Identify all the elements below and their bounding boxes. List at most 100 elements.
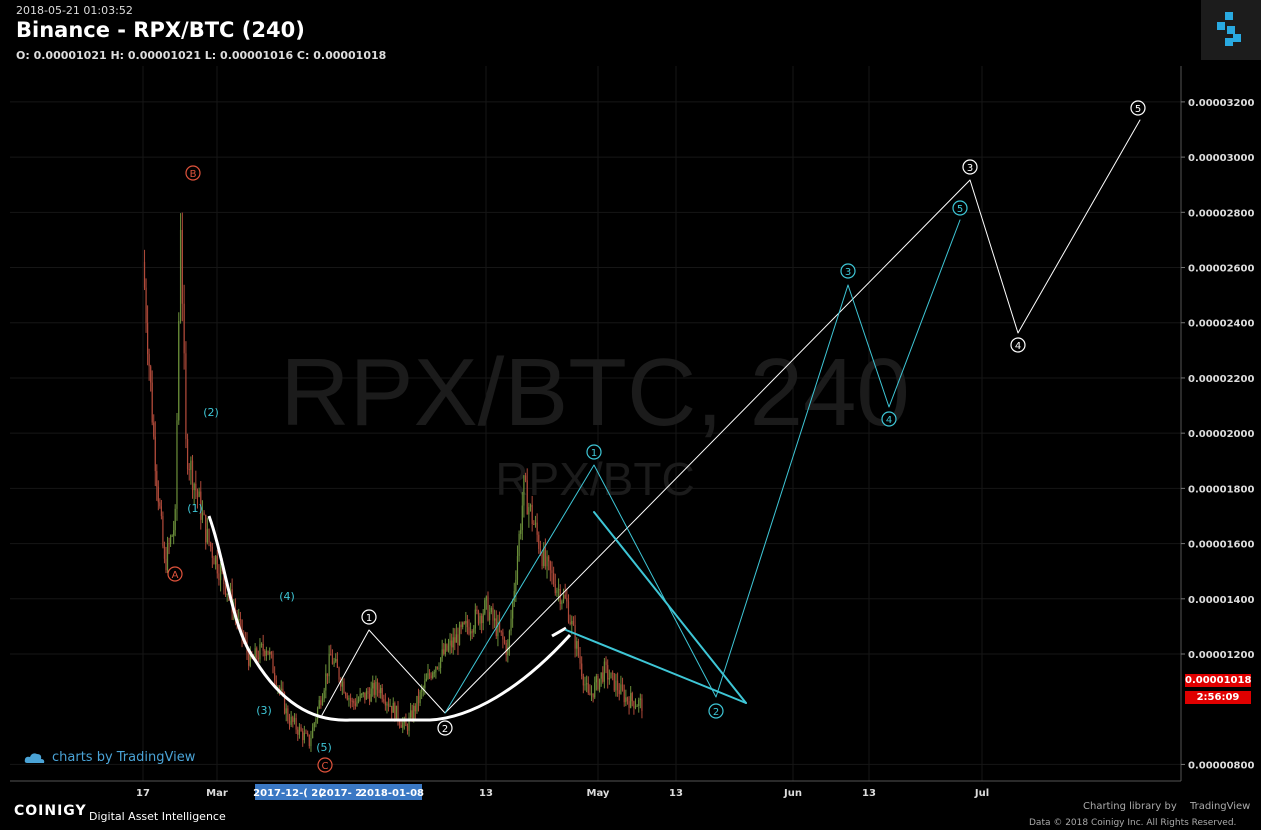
candle-body bbox=[326, 673, 329, 677]
candle-body bbox=[419, 691, 421, 704]
candle-body bbox=[534, 522, 537, 525]
candle-body bbox=[548, 556, 550, 562]
candle-body bbox=[145, 287, 147, 323]
candle-body bbox=[410, 710, 412, 718]
candle-body bbox=[335, 659, 337, 662]
price-tick-label: 0.00001400 bbox=[1188, 595, 1254, 606]
candle-body bbox=[523, 475, 525, 506]
candle-body bbox=[372, 682, 374, 689]
candle-body bbox=[507, 647, 509, 656]
candle-body bbox=[471, 631, 473, 633]
price-tick-label: 0.00002600 bbox=[1188, 264, 1254, 275]
candle-body bbox=[205, 514, 207, 543]
candle-body bbox=[224, 583, 227, 595]
candle-body bbox=[351, 700, 353, 702]
candle-body bbox=[406, 725, 409, 731]
candle-body bbox=[473, 628, 475, 633]
candle-body bbox=[424, 681, 426, 689]
candle-body bbox=[287, 708, 289, 722]
candle-body bbox=[336, 659, 338, 668]
candle-body bbox=[288, 721, 291, 725]
candle-body bbox=[269, 652, 271, 655]
candle-body bbox=[625, 697, 627, 703]
candle-body bbox=[394, 702, 396, 720]
wave-label-cyan-paren: (2) bbox=[203, 406, 219, 419]
candle-body bbox=[260, 644, 263, 646]
candle-body bbox=[623, 689, 625, 703]
candle-body bbox=[603, 661, 605, 682]
candle-body bbox=[463, 622, 465, 624]
candle-body bbox=[367, 691, 369, 695]
candle-body bbox=[447, 645, 450, 651]
candle-body bbox=[492, 607, 494, 621]
candle-body bbox=[383, 699, 385, 702]
time-tick-label: 17 bbox=[136, 788, 150, 799]
candle-body bbox=[163, 546, 166, 559]
candle-body bbox=[536, 522, 538, 535]
candle-body bbox=[277, 687, 279, 689]
candle-body bbox=[569, 622, 571, 625]
candle-body bbox=[375, 681, 377, 695]
candle-body bbox=[411, 710, 413, 720]
candle-body bbox=[292, 716, 294, 722]
candle-body bbox=[376, 681, 379, 690]
coinigy-logo-button[interactable] bbox=[1201, 0, 1261, 60]
candle-body bbox=[564, 594, 566, 599]
wave-label-cyan: 3 bbox=[845, 267, 851, 278]
wave-label-red-circle bbox=[185, 165, 201, 181]
candle-body bbox=[457, 634, 459, 646]
candle-body bbox=[582, 676, 584, 686]
candle-body bbox=[392, 702, 394, 713]
candle-body bbox=[503, 639, 506, 644]
price-tick-label: 0.00000800 bbox=[1188, 760, 1254, 771]
candle-body bbox=[455, 634, 457, 643]
tradingview-credit[interactable]: charts by TradingView bbox=[24, 750, 195, 765]
price-tick-label: 0.00001600 bbox=[1188, 540, 1254, 551]
coinigy-tagline: Digital Asset Intelligence bbox=[89, 810, 226, 823]
candle-body bbox=[297, 729, 299, 735]
candle-body bbox=[460, 624, 462, 628]
candle-body bbox=[551, 570, 553, 574]
candle-body bbox=[518, 533, 520, 557]
time-tick-label: May bbox=[587, 788, 610, 799]
price-tick-label: 0.00002800 bbox=[1188, 208, 1254, 219]
candle-body bbox=[320, 700, 322, 705]
wave-label-cyan: 4 bbox=[886, 415, 892, 426]
candle-body bbox=[356, 701, 358, 706]
candle-body bbox=[428, 673, 431, 676]
candle-body bbox=[166, 543, 169, 571]
price-tick-label: 0.00002400 bbox=[1188, 319, 1254, 330]
wave-label-white: 5 bbox=[1135, 104, 1141, 115]
candle-body bbox=[443, 649, 445, 655]
candle-body bbox=[541, 554, 543, 567]
candle-body bbox=[598, 678, 601, 690]
candle-body bbox=[256, 648, 258, 658]
candle-body bbox=[571, 620, 573, 625]
candle-body bbox=[159, 502, 161, 507]
candle-body bbox=[265, 650, 267, 656]
candle-body bbox=[295, 717, 297, 730]
candle-body bbox=[521, 505, 523, 531]
candle-body bbox=[387, 703, 390, 707]
candle-body bbox=[639, 698, 641, 701]
candle-body bbox=[436, 667, 439, 669]
candle-body bbox=[165, 558, 167, 571]
wave-label-cyan-paren: (4) bbox=[279, 590, 295, 603]
wave-label-cyan-paren: (1) bbox=[187, 502, 203, 515]
candle-body bbox=[427, 673, 429, 679]
candle-body bbox=[173, 530, 175, 536]
candle-body bbox=[364, 692, 366, 700]
candle-body bbox=[153, 422, 155, 437]
candle-body bbox=[239, 618, 241, 621]
candle-body bbox=[143, 262, 146, 288]
candle-body bbox=[520, 530, 522, 534]
candle-body bbox=[323, 690, 325, 699]
wave-label-cyan-paren: (3) bbox=[256, 704, 272, 717]
charting-lib-label: Charting library by bbox=[1083, 801, 1177, 812]
candle-body bbox=[421, 689, 423, 692]
price-tick-label: 0.00001200 bbox=[1188, 650, 1254, 661]
candle-body bbox=[561, 601, 563, 605]
candle-body bbox=[313, 723, 315, 728]
candle-body bbox=[592, 693, 594, 698]
